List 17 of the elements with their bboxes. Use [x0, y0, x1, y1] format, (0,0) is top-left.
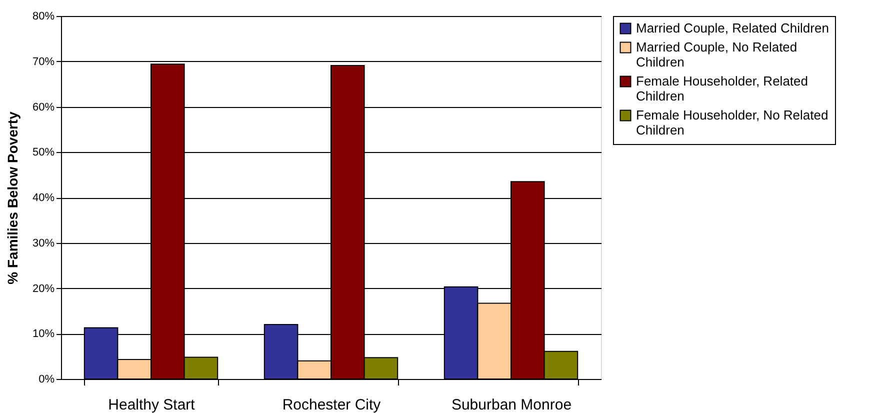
y-tick-label: 60% [32, 101, 55, 114]
y-tick-label: 10% [32, 328, 55, 340]
legend-label: Married Couple, No Related Children [636, 40, 798, 70]
legend-label: Female Householder, No Related Children [636, 108, 828, 138]
x-tick-label: Rochester City [282, 396, 382, 413]
x-tick-label: Healthy Start [108, 396, 196, 413]
legend-label: Married Couple, Related Children [636, 20, 829, 36]
x-tick-label: Suburban Monroe [451, 396, 572, 413]
y-tick-label: 30% [32, 237, 55, 250]
y-tick-label: 40% [32, 192, 55, 204]
legend-label: Female Householder, Related Children [636, 74, 808, 104]
y-tick-label: 70% [32, 56, 55, 68]
y-axis-title: % Families Below Poverty [4, 111, 20, 284]
y-tick-label: 50% [32, 146, 55, 159]
y-tick-label: 80% [32, 10, 55, 22]
y-tick-label: 20% [32, 282, 55, 295]
y-tick-label: 0% [38, 374, 55, 386]
